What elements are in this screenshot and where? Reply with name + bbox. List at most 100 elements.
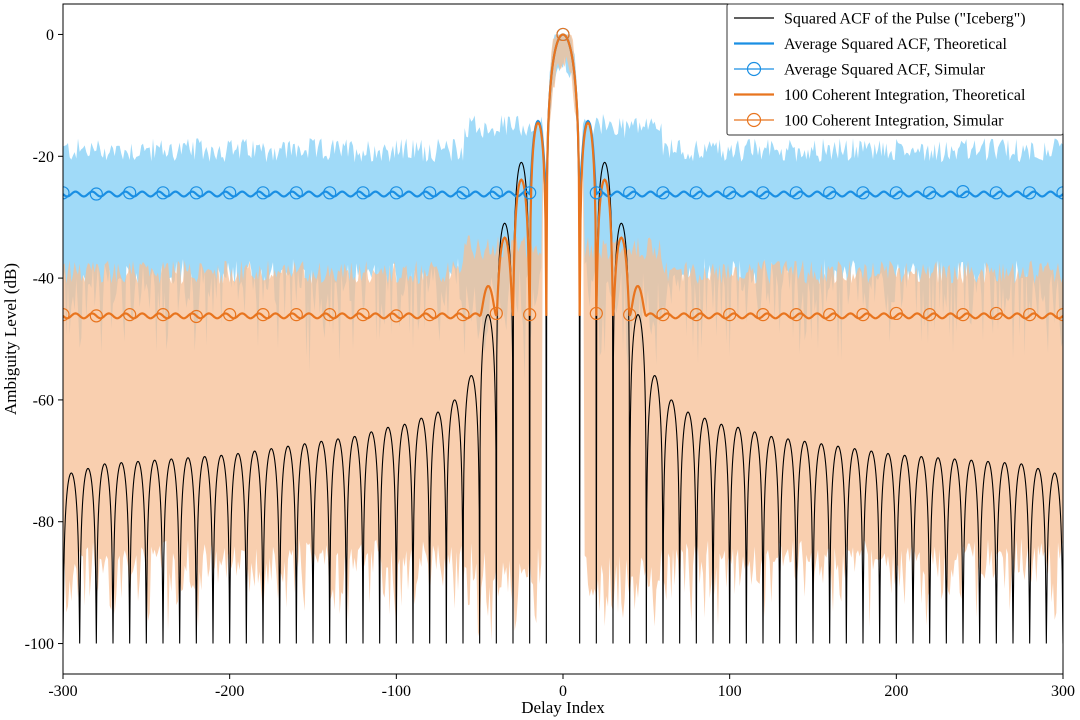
marker-coherent-simular — [989, 306, 1003, 321]
x-tick-label: 0 — [559, 683, 567, 700]
marker-coherent-simular — [489, 306, 503, 321]
y-tick-label: -80 — [33, 514, 54, 531]
marker-coherent-simular — [523, 308, 537, 322]
marker-average-simular — [889, 186, 903, 200]
legend-frame — [726, 3, 1064, 136]
marker-average-simular — [989, 186, 1003, 200]
confidence-bands — [63, 34, 1063, 641]
marker-coherent-simular — [823, 308, 837, 322]
legend-swatch-marker — [746, 112, 762, 128]
marker-average-simular — [956, 185, 970, 199]
marker-coherent-simular — [956, 308, 970, 322]
marker-coherent-simular — [256, 308, 270, 322]
legend-entry: Squared ACF of the Pulse ("Iceberg") — [734, 11, 1026, 28]
x-tick-label: -100 — [382, 683, 411, 700]
band-coherent-integration — [63, 34, 1063, 641]
marker-average-simular — [756, 186, 770, 200]
legend-label: 100 Coherent Integration, Simular — [784, 113, 1004, 130]
marker-average-simular — [223, 186, 237, 200]
series-markers — [63, 27, 1063, 324]
marker-average-simular — [456, 186, 470, 200]
marker-average-simular — [156, 186, 170, 200]
legend-swatch-marker — [746, 61, 762, 77]
marker-coherent-simular — [389, 309, 403, 323]
marker-coherent-simular — [123, 308, 137, 322]
marker-coherent-simular — [156, 308, 170, 322]
x-tick-label: -300 — [48, 683, 77, 700]
marker-coherent-simular — [923, 308, 937, 322]
legend-label: Average Squared ACF, Simular — [784, 62, 986, 79]
series-lines — [63, 33, 1063, 644]
marker-average-simular — [1023, 186, 1037, 200]
marker-average-simular — [289, 186, 303, 200]
legend-entry: Average Squared ACF, Simular — [734, 62, 986, 79]
plot-area — [63, 27, 1063, 644]
marker-coherent-simular — [589, 306, 603, 321]
marker-coherent-simular — [356, 308, 370, 322]
marker-coherent-simular — [63, 308, 70, 322]
marker-coherent-simular — [556, 27, 570, 42]
y-tick-label: -60 — [33, 392, 54, 409]
x-axis-ticks: -300 -200 -100 0 100 200 300 — [48, 674, 1075, 700]
marker-average-simular — [423, 186, 437, 200]
marker-coherent-simular — [89, 309, 103, 323]
marker-coherent-simular — [1056, 308, 1063, 322]
marker-average-simular — [1056, 186, 1063, 200]
marker-average-simular — [523, 186, 537, 200]
y-axis-label: Ambiguity Level (dB) — [1, 263, 20, 415]
marker-average-simular — [489, 186, 503, 200]
marker-average-simular — [723, 186, 737, 200]
marker-average-simular — [923, 186, 937, 200]
x-tick-label: 300 — [1051, 683, 1075, 700]
marker-coherent-simular — [623, 308, 637, 322]
marker-coherent-simular — [656, 308, 670, 322]
series-line-coherent-theoretical — [63, 33, 1063, 320]
y-axis-ticks: 0 -20 -40 -60 -80 -100 — [25, 27, 63, 653]
marker-coherent-simular — [889, 306, 903, 321]
marker-average-simular — [789, 186, 803, 200]
marker-average-simular — [689, 186, 703, 200]
legend-label: Squared ACF of the Pulse ("Iceberg") — [784, 11, 1026, 28]
marker-average-simular — [389, 186, 403, 200]
y-tick-label: -100 — [25, 636, 54, 653]
legend-label: 100 Coherent Integration, Theoretical — [784, 87, 1026, 104]
marker-coherent-simular — [423, 308, 437, 322]
marker-average-simular — [323, 186, 337, 200]
x-tick-label: 200 — [884, 683, 908, 700]
marker-coherent-simular — [456, 308, 470, 322]
marker-average-simular — [63, 186, 70, 200]
marker-coherent-simular — [223, 308, 237, 322]
marker-coherent-simular — [723, 308, 737, 322]
marker-coherent-simular — [689, 308, 703, 322]
marker-coherent-simular — [189, 309, 203, 324]
marker-coherent-simular — [289, 308, 303, 322]
legend: Squared ACF of the Pulse ("Iceberg") Aver… — [726, 3, 1064, 136]
legend-entry: 100 Coherent Integration, Simular — [734, 113, 1004, 130]
marker-coherent-simular — [1023, 308, 1037, 322]
marker-coherent-simular — [756, 308, 770, 322]
marker-coherent-simular — [856, 308, 870, 322]
marker-average-simular — [656, 186, 670, 200]
marker-average-simular — [123, 186, 137, 200]
marker-average-simular — [856, 186, 870, 200]
x-axis-label: Delay Index — [521, 698, 605, 717]
marker-average-simular — [189, 186, 203, 200]
x-tick-label: -200 — [215, 683, 244, 700]
marker-average-simular — [623, 186, 637, 200]
y-tick-label: 0 — [46, 27, 54, 44]
marker-average-simular — [823, 186, 837, 200]
marker-coherent-simular — [789, 308, 803, 322]
marker-average-simular — [356, 186, 370, 200]
legend-items: Squared ACF of the Pulse ("Iceberg") Aver… — [734, 11, 1026, 130]
y-tick-label: -40 — [33, 271, 54, 288]
legend-label: Average Squared ACF, Theoretical — [784, 36, 1008, 53]
marker-average-simular — [589, 186, 603, 200]
marker-average-simular — [256, 186, 270, 200]
marker-average-simular — [89, 187, 103, 201]
marker-coherent-simular — [323, 308, 337, 322]
legend-entry: Average Squared ACF, Theoretical — [734, 36, 1008, 53]
x-tick-label: 100 — [718, 683, 742, 700]
y-tick-label: -20 — [33, 149, 54, 166]
legend-entry: 100 Coherent Integration, Theoretical — [734, 87, 1026, 104]
